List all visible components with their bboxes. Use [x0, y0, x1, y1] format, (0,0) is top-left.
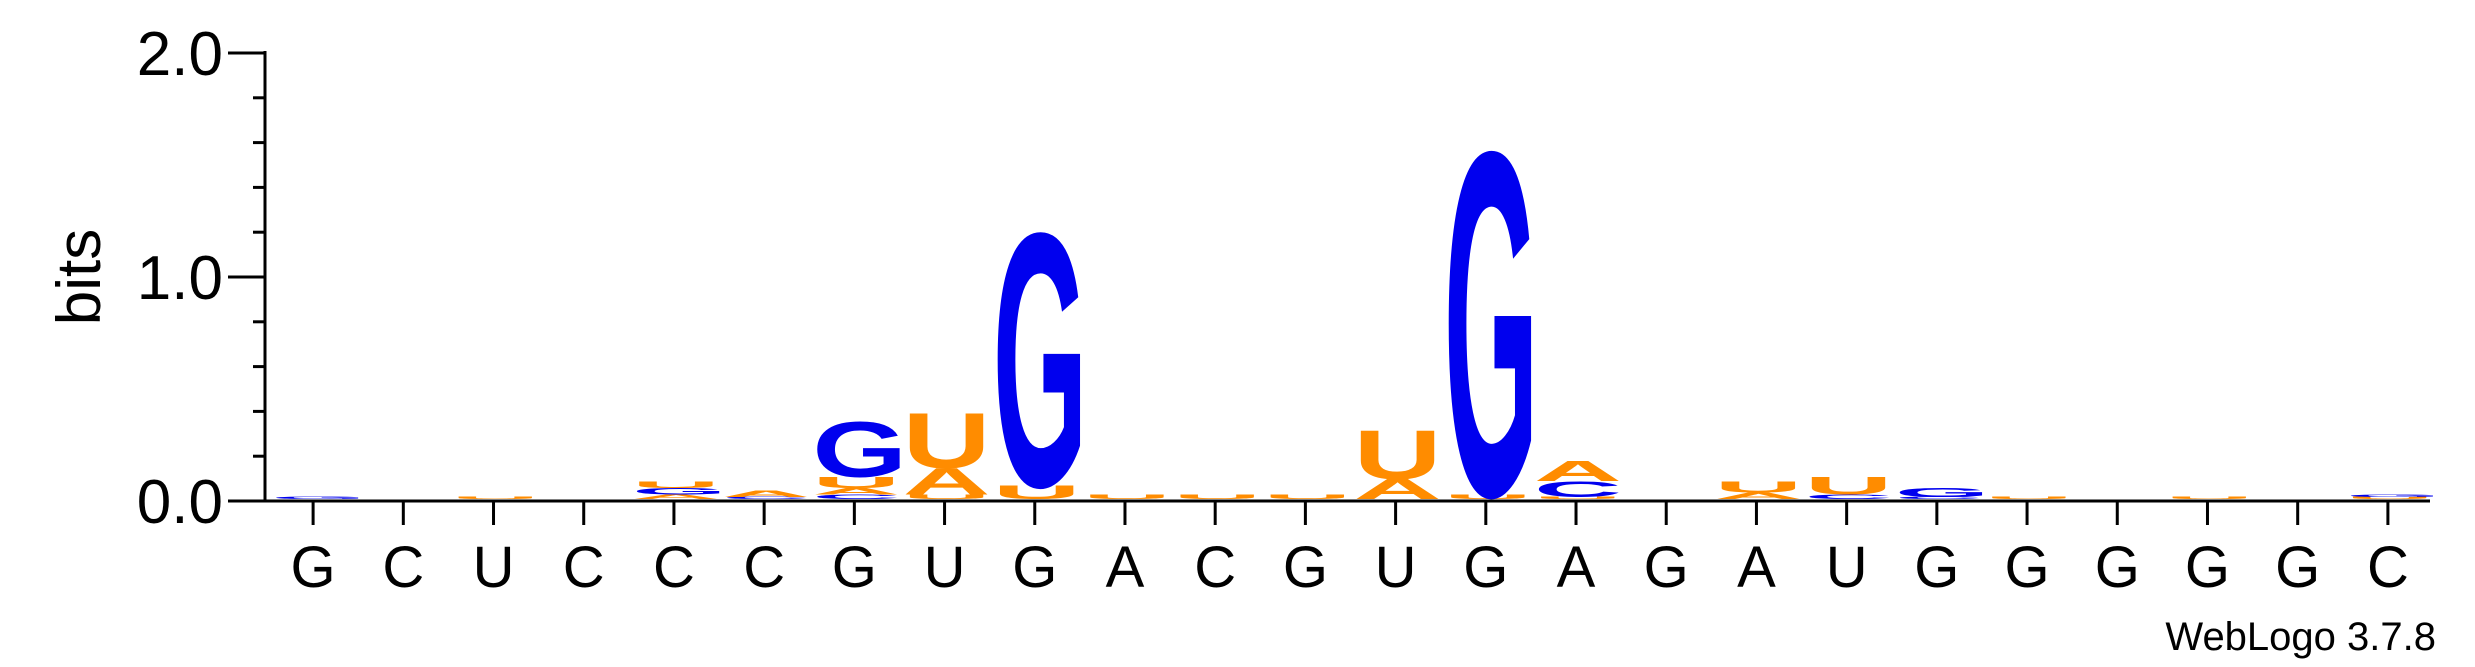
x-tick-label: G: [1012, 535, 1057, 600]
logo-letter: U: [1534, 496, 1622, 500]
x-tick-label: G: [2005, 535, 2050, 600]
x-tick-label: U: [924, 535, 966, 600]
y-axis-label: bits: [45, 229, 114, 325]
logo-letter: U: [1714, 478, 1802, 496]
logo-letter: U: [2346, 496, 2434, 500]
x-tick-label: G: [1463, 535, 1508, 600]
x-tick-label: C: [2367, 535, 2409, 600]
x-tick-label: U: [473, 535, 515, 600]
y-axis-ticks: 0.0 1.0 2.0: [137, 20, 265, 537]
logo-letter: G: [1895, 485, 1990, 499]
x-tick-label: G: [291, 535, 336, 600]
logo-letter: U: [1173, 493, 1261, 500]
logo-letter: U: [1805, 472, 1893, 500]
logo-letter: G: [812, 405, 907, 493]
logo-letter: C: [722, 496, 810, 500]
x-tick-label: C: [382, 535, 424, 600]
x-tick-label: C: [563, 535, 605, 600]
logo-letter: C: [1805, 493, 1893, 500]
logo-letter: U: [1083, 493, 1171, 500]
x-tick-label: A: [1737, 535, 1776, 600]
y-tick-label: 1.0: [137, 244, 223, 313]
y-tick-label: 0.0: [137, 468, 223, 537]
logo-letter: G: [271, 496, 366, 500]
y-tick-label: 2.0: [137, 20, 223, 89]
logo-letter: C: [1534, 477, 1622, 502]
logo-letter: A: [1534, 455, 1622, 487]
logo-letter: U: [2165, 496, 2253, 500]
logo-letter: A: [902, 461, 990, 503]
x-tick-label: G: [1283, 535, 1328, 600]
logo-letter: U: [1444, 493, 1532, 500]
logo-letter: G: [632, 486, 727, 496]
x-tick-label: G: [2095, 535, 2140, 600]
logo-letter: G: [1444, 48, 1539, 598]
x-tick-label: C: [1194, 535, 1236, 600]
logo-letter: U: [812, 474, 900, 492]
logo-letter: C: [812, 493, 900, 500]
x-tick-label: C: [743, 535, 785, 600]
weblogo-credit: WebLogo 3.7.8: [2165, 615, 2436, 659]
logo-letter: U: [902, 493, 990, 500]
logo-letter: A: [1714, 491, 1802, 501]
logo-letter: U: [632, 479, 720, 489]
x-tick-label: G: [1644, 535, 1689, 600]
logo-letter: U: [1985, 496, 2073, 500]
logo-letter: U: [993, 482, 1081, 503]
logo-letter: A: [812, 486, 900, 496]
logo-letter: A: [722, 488, 810, 498]
logo-letter: U: [1354, 417, 1442, 495]
logo-letter: U: [902, 396, 990, 484]
logo-letter: A: [632, 493, 720, 500]
x-tick-label: U: [1826, 535, 1868, 600]
logo-letter: G: [993, 158, 1088, 563]
x-tick-label: U: [1375, 535, 1417, 600]
x-tick-label: G: [2275, 535, 2320, 600]
x-tick-label: G: [832, 535, 877, 600]
logo-letter: G: [2346, 494, 2441, 498]
x-tick-label: A: [1106, 535, 1145, 600]
x-tick-label: G: [2185, 535, 2230, 600]
logo-letter: U: [1263, 493, 1351, 500]
logo-letter: C: [1895, 496, 1983, 500]
logo-letter: U: [451, 496, 539, 500]
x-tick-label: A: [1557, 535, 1596, 600]
x-tick-label: G: [1914, 535, 1959, 600]
x-tick-label: C: [653, 535, 695, 600]
